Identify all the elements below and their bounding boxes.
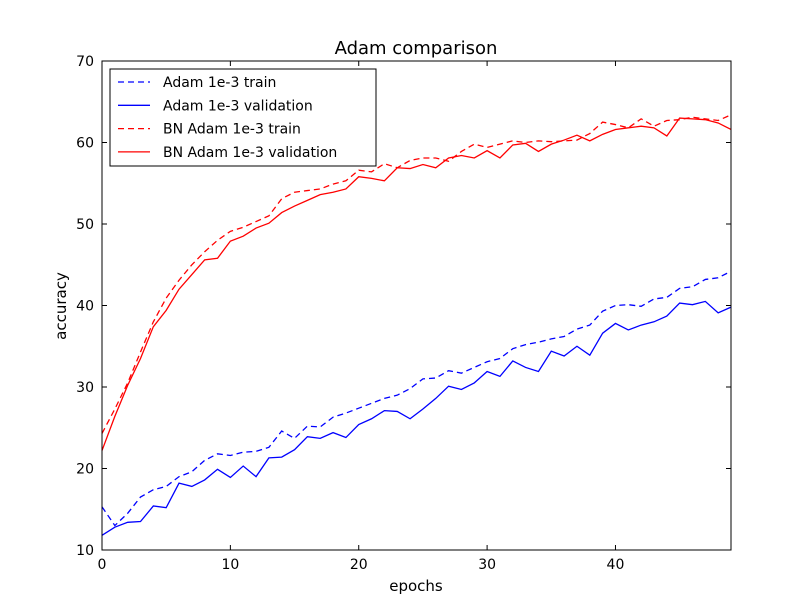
x-tick-label: 0 xyxy=(98,557,107,573)
x-tick-label: 30 xyxy=(478,557,496,573)
legend-box xyxy=(109,68,377,167)
series-line-2 xyxy=(101,114,732,434)
legend-label: BN Adam 1e-3 validation xyxy=(163,145,337,161)
legend-label: Adam 1e-3 validation xyxy=(163,98,313,114)
y-tick-label: 20 xyxy=(76,462,94,478)
series-line-1 xyxy=(101,300,732,536)
x-tick-label: 40 xyxy=(607,557,625,573)
series-line-3 xyxy=(101,117,732,451)
x-tick-label: 20 xyxy=(350,557,368,573)
y-tick-label: 60 xyxy=(76,136,94,152)
y-tick-label: 40 xyxy=(76,299,94,315)
plot-area xyxy=(101,114,732,536)
y-tick-label: 30 xyxy=(76,380,94,396)
x-tick-label: 10 xyxy=(221,557,239,573)
y-tick-label: 50 xyxy=(76,217,94,233)
y-tick-label: 70 xyxy=(76,54,94,70)
legend: Adam 1e-3 train Adam 1e-3 validation BN Ad… xyxy=(109,68,377,167)
series-line-0 xyxy=(101,270,732,527)
chart-title: Adam comparison xyxy=(335,38,498,59)
legend-label: Adam 1e-3 train xyxy=(163,75,276,91)
y-tick-label: 10 xyxy=(76,543,94,559)
y-axis-label: accuracy xyxy=(52,272,70,340)
legend-label: BN Adam 1e-3 train xyxy=(163,122,301,138)
x-axis-label: epochs xyxy=(389,577,443,595)
